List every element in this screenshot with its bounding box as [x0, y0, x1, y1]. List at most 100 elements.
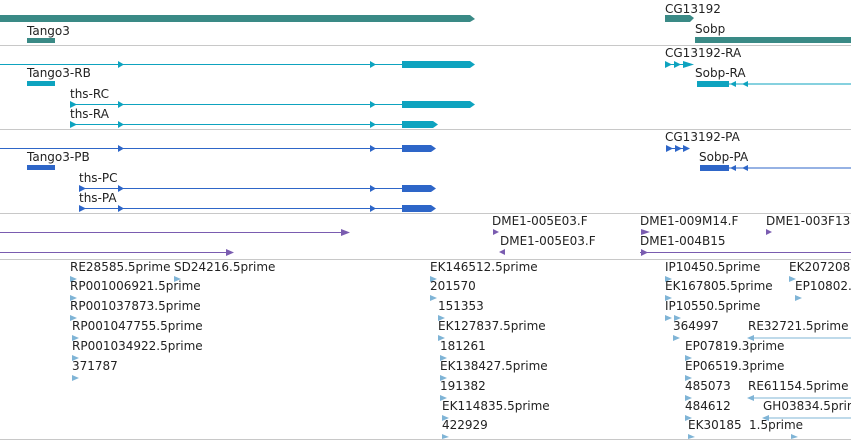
clone-label: DME1-005E03.F	[500, 234, 596, 248]
est-label: RE28585.5prime	[70, 260, 171, 274]
est-201570[interactable]: 201570	[430, 279, 476, 301]
est-rp001047755[interactable]: RP001047755.5prime	[72, 319, 203, 341]
est-label: EP10802.	[795, 279, 851, 293]
est-181261[interactable]: 181261	[440, 339, 486, 361]
est-rp001034922[interactable]: RP001034922.5prime	[72, 339, 203, 361]
translation-ths-pc[interactable]: ths-PC	[79, 171, 436, 192]
est-label: RP001034922.5prime	[72, 339, 203, 353]
est-484612[interactable]: 484612	[685, 399, 731, 421]
clone-label: DME1-005E03.F	[492, 214, 588, 228]
est-label: EK30185	[688, 418, 742, 432]
est-ep07819[interactable]: EP07819.3prime	[685, 339, 784, 361]
translation-ths-pa[interactable]: ths-PA	[79, 191, 436, 212]
gene-tango3[interactable]: Tango3	[0, 15, 475, 43]
clone-label: DME1-009M14.F	[640, 214, 738, 228]
est-label: 151353	[438, 299, 484, 313]
est-rp001006921[interactable]: RP001006921.5prime	[70, 279, 201, 301]
clone-track: DME1-005E03.F DME1-005E03.F DME1-009M14.…	[0, 214, 851, 256]
est-label: RE32721.5prime	[748, 319, 849, 333]
gene-track: Tango3 CG13192 Sobp	[0, 2, 851, 43]
est-ip10450[interactable]: IP10450.5prime	[665, 260, 760, 282]
est-label: IP10550.5prime	[665, 299, 760, 313]
clone-left-2[interactable]	[0, 249, 234, 256]
clone-dme1-003f13[interactable]: DME1-003F13	[766, 214, 850, 235]
transcript-label: CG13192-RA	[665, 46, 742, 60]
est-re32721[interactable]: RE32721.5prime	[747, 319, 851, 341]
est-ep06519[interactable]: EP06519.3prime	[685, 359, 784, 381]
transcript-cg13192-ra[interactable]: CG13192-RA	[665, 46, 742, 68]
est-ek146512[interactable]: EK146512.5prime	[430, 260, 538, 282]
est-label: EK138427.5prime	[440, 359, 548, 373]
transcript-ths-ra[interactable]: ths-RA	[70, 107, 438, 128]
gene-cg13192[interactable]: CG13192	[665, 2, 721, 22]
est-label: 371787	[72, 359, 118, 373]
est-191382[interactable]: 191382	[440, 379, 486, 401]
est-485073[interactable]: 485073	[685, 379, 731, 401]
transcript-label: Tango3-RB	[26, 66, 91, 80]
track-dividers	[0, 45, 851, 440]
est-label: EK127837.5prime	[438, 319, 546, 333]
clone-label: DME1-004B15	[640, 234, 726, 248]
est-ek167805[interactable]: EK167805.5prime	[665, 279, 773, 301]
est-re61154[interactable]: RE61154.5prime	[747, 379, 851, 401]
transcript-track: Tango3-RB ths-RC ths-RA CG13192-RA	[0, 46, 851, 128]
est-label: RP001047755.5prime	[72, 319, 203, 333]
clone-dme1-009m14[interactable]: DME1-009M14.F	[640, 214, 738, 235]
est-ek138427[interactable]: EK138427.5prime	[440, 359, 548, 381]
est-label: 201570	[430, 279, 476, 293]
clone-dme1-005e03-b[interactable]: DME1-005E03.F	[499, 234, 596, 255]
est-ek30185-suffix[interactable]: 1.5prime	[749, 418, 803, 439]
est-364997[interactable]: 364997	[673, 319, 719, 341]
est-151353[interactable]: 151353	[438, 299, 484, 321]
est-ek127837[interactable]: EK127837.5prime	[438, 319, 546, 341]
est-ek114835[interactable]: EK114835.5prime	[442, 399, 550, 421]
est-label: IP10450.5prime	[665, 260, 760, 274]
clone-left-1[interactable]	[0, 229, 350, 236]
transcript-ths-rc[interactable]: ths-RC	[70, 87, 475, 108]
est-422929[interactable]: 422929	[442, 418, 488, 439]
translation-cg13192-pa[interactable]: CG13192-PA	[665, 130, 741, 152]
est-label: SD24216.5prime	[174, 260, 275, 274]
est-ek207208[interactable]: EK207208	[789, 260, 850, 282]
gene-cg13192-bar[interactable]	[665, 15, 694, 22]
est-label: 484612	[685, 399, 731, 413]
clone-dme1-004b15[interactable]: DME1-004B15	[640, 234, 851, 256]
transcript-label: ths-RA	[70, 107, 110, 121]
est-sd24216[interactable]: SD24216.5prime	[174, 260, 275, 282]
gene-tango3-glyph[interactable]	[27, 38, 55, 43]
est-label: GH03834.5prime	[763, 399, 851, 413]
transcript-sobp-ra[interactable]: Sobp-RA	[695, 66, 851, 87]
est-371787[interactable]: 371787	[72, 359, 118, 381]
gene-tango3-bar[interactable]	[0, 15, 475, 22]
gene-sobp[interactable]: Sobp	[695, 22, 851, 43]
est-label: 364997	[673, 319, 719, 333]
clone-dme1-005e03-a[interactable]: DME1-005E03.F	[492, 214, 588, 235]
translation-label: CG13192-PA	[665, 130, 741, 144]
est-ip10550[interactable]: IP10550.5prime	[665, 299, 760, 321]
gene-sobp-bar[interactable]	[695, 37, 851, 43]
translation-label: Tango3-PB	[26, 150, 90, 164]
est-label: EP06519.3prime	[685, 359, 784, 373]
translation-label: ths-PC	[79, 171, 118, 185]
est-ep10802[interactable]: EP10802.	[795, 279, 851, 301]
est-label: EK207208	[789, 260, 850, 274]
est-label: 422929	[442, 418, 488, 432]
translation-track: Tango3-PB ths-PC ths-PA CG13192-PA	[0, 130, 851, 212]
est-gh03834[interactable]: GH03834.5prime	[762, 399, 851, 421]
translation-tango3-pb[interactable]: Tango3-PB	[0, 145, 436, 170]
transcript-tango3-rb[interactable]: Tango3-RB	[0, 61, 475, 86]
est-label: EK146512.5prime	[430, 260, 538, 274]
est-re28585[interactable]: RE28585.5prime	[70, 260, 171, 282]
est-label: EK167805.5prime	[665, 279, 773, 293]
gene-label: CG13192	[665, 2, 721, 16]
est-label: EK114835.5prime	[442, 399, 550, 413]
gene-label: Tango3	[26, 24, 70, 38]
translation-label: ths-PA	[79, 191, 117, 205]
est-rp001037873[interactable]: RP001037873.5prime	[70, 299, 201, 321]
est-track: RE28585.5prime SD24216.5prime RP00100692…	[70, 260, 851, 439]
translation-sobp-pa[interactable]: Sobp-PA	[699, 150, 851, 171]
est-label: 191382	[440, 379, 486, 393]
est-ek30185[interactable]: EK30185	[688, 418, 742, 439]
est-label: 485073	[685, 379, 731, 393]
